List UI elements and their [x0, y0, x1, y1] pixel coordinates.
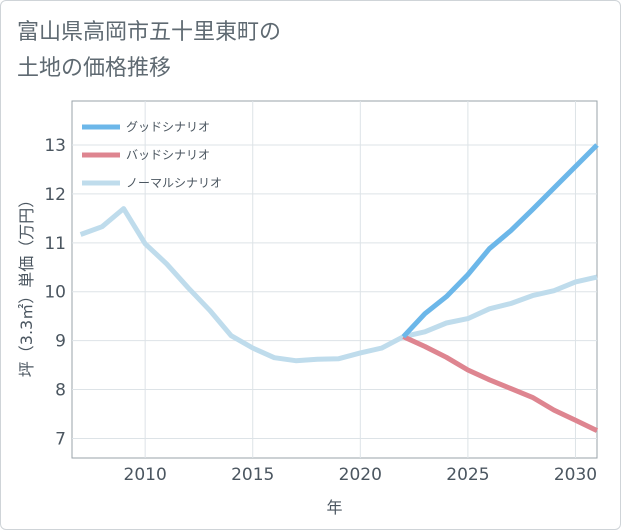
y-tick-label: 9	[55, 332, 66, 352]
y-tick-label: 10	[44, 283, 66, 303]
y-tick-label: 8	[55, 381, 66, 401]
x-axis-label: 年	[326, 498, 342, 517]
y-tick-labels: 7 8 9 10 11 12 13	[44, 136, 66, 449]
x-tick-label: 2010	[124, 465, 167, 485]
x-tick-labels: 2010 2015 2020 2025 2030	[124, 465, 598, 485]
y-tick-label: 7	[55, 429, 66, 449]
y-tick-label: 11	[44, 234, 66, 254]
y-tick-label: 12	[44, 185, 66, 205]
x-tick-label: 2030	[554, 465, 597, 485]
legend-label: グッドシナリオ	[126, 120, 210, 134]
plot-area	[71, 100, 598, 459]
series-line-2	[402, 334, 599, 433]
series-line-3	[79, 206, 598, 364]
series-lines	[79, 143, 599, 433]
x-tick-label: 2015	[231, 465, 274, 485]
chart-title: 富山県高岡市五十里東町の 土地の価格推移	[17, 20, 282, 81]
legend-label: バッドシナリオ	[126, 148, 210, 162]
y-axis-label: 坪（3.3㎡）単価（万円）	[17, 192, 36, 377]
x-tick-label: 2025	[446, 465, 489, 485]
x-tick-label: 2020	[339, 465, 382, 485]
legend-label: ノーマルシナリオ	[126, 176, 222, 190]
y-tick-label: 13	[44, 136, 66, 156]
series-line-1	[401, 143, 599, 339]
